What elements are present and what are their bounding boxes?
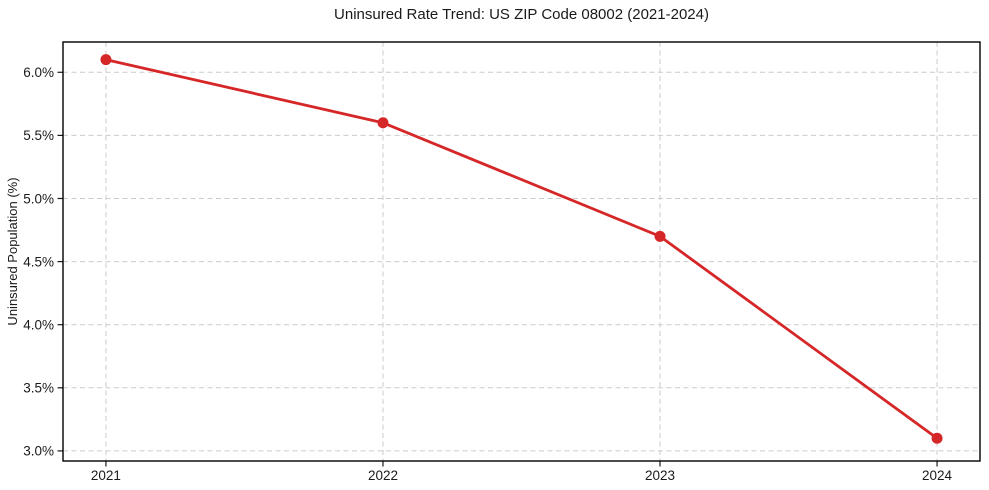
y-tick-label: 3.0% (23, 444, 54, 459)
data-point-2023 (654, 230, 666, 242)
y-tick-label: 5.0% (23, 191, 54, 206)
y-tick-label: 3.5% (23, 381, 54, 396)
grid-layer (63, 42, 980, 461)
axis-tick-labels: 3.0% 3.5% 4.0% 4.5% 5.0% 5.5% 6.0% 2021 2022 2023… (23, 65, 952, 483)
y-tick-label: 4.0% (23, 317, 54, 332)
plot-border (62, 41, 981, 462)
y-tick-label: 4.5% (23, 254, 54, 269)
data-point-2022 (377, 117, 389, 129)
chart-title: Uninsured Rate Trend: US ZIP Code 08002 … (334, 6, 709, 23)
y-axis-label: Uninsured Population (%) (5, 177, 20, 325)
x-tick-label: 2024 (922, 468, 953, 483)
y-tick-label: 5.5% (23, 128, 54, 143)
trend-line (104, 58, 939, 440)
x-tick-label: 2021 (91, 468, 121, 483)
data-point-2024 (931, 432, 943, 444)
x-tick-label: 2023 (645, 468, 675, 483)
data-point-2021 (100, 54, 112, 66)
x-tick-label: 2022 (368, 468, 398, 483)
series-uninsured-rate (100, 54, 943, 444)
axis-tick-marks (57, 71, 938, 467)
y-tick-label: 6.0% (23, 65, 54, 80)
